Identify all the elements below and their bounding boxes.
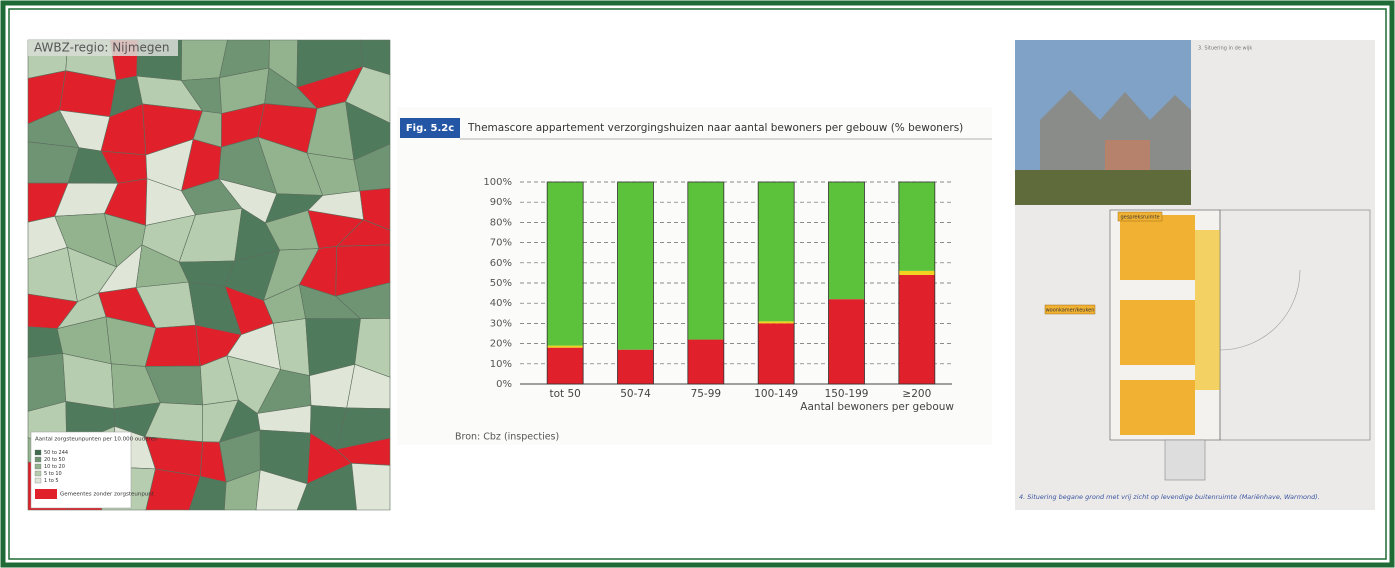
legend-swatch (35, 471, 41, 476)
legend-swatch (35, 457, 41, 462)
plan-rooms (1120, 215, 1195, 280)
bar-segment (899, 182, 935, 271)
x-tick-label: 75-99 (691, 388, 722, 400)
bar-segment (758, 182, 794, 321)
bar-segment (688, 182, 724, 340)
bar-segment (618, 350, 654, 384)
x-tick-label: 150-199 (825, 388, 869, 400)
collage: AWBZ-regio: Nijmegen Aantal zorgsteunpun… (0, 0, 1395, 568)
y-tick-label: 0% (496, 379, 512, 390)
y-tick-label: 30% (490, 318, 512, 329)
legend-label: 10 to 20 (44, 464, 65, 470)
legend-swatch (35, 464, 41, 469)
legend-title: Aantal zorgsteunpunten per 10.000 oudere… (35, 437, 158, 443)
legend-swatch (35, 478, 41, 483)
plan-rooms (1120, 380, 1195, 435)
page: AWBZ-regio: Nijmegen Aantal zorgsteunpun… (0, 0, 1395, 568)
plan-panel: 3. Situering in de wijk gespreksruimte w… (1015, 40, 1375, 510)
y-tick-label: 20% (490, 339, 512, 350)
y-tick-label: 100% (483, 177, 512, 188)
y-tick-label: 80% (490, 217, 512, 228)
photo-caption: 3. Situering in de wijk (1198, 46, 1252, 52)
legend-label: 20 to 50 (44, 457, 65, 463)
x-tick-label: 100-149 (754, 388, 798, 400)
x-axis-title: Aantal bewoners per gebouw (800, 401, 954, 413)
plan-rooms (1120, 300, 1195, 365)
source-note: Bron: Cbz (inspecties) (455, 432, 559, 443)
photo-garden (1015, 170, 1191, 205)
bar-segment (688, 340, 724, 384)
plan-caption: 4. Situering begane grond met vrij zicht… (1019, 493, 1320, 501)
y-tick-label: 10% (490, 359, 512, 370)
legend-swatch (35, 450, 41, 455)
fig-label: Fig. 5.2c (406, 123, 454, 134)
plan-pavilion (1165, 440, 1205, 480)
plan-label: woonkamer/keuken (1046, 308, 1095, 314)
y-tick-label: 70% (490, 238, 512, 249)
legend-label: 50 to 244 (44, 450, 68, 456)
y-tick-label: 40% (490, 298, 512, 309)
plan-label: gespreksruimte (1120, 215, 1159, 221)
map-title: AWBZ-regio: Nijmegen (34, 41, 170, 55)
map-region (352, 463, 390, 510)
x-tick-label: tot 50 (549, 388, 580, 400)
plan-corridor (1195, 230, 1220, 390)
bar-segment (899, 275, 935, 384)
bar-segment (547, 348, 583, 384)
map-region (28, 353, 66, 411)
bar-segment (547, 182, 583, 346)
x-tick-label: ≥200 (902, 388, 931, 400)
bar-segment (758, 323, 794, 384)
bar-segment (618, 182, 654, 350)
y-tick-label: 50% (490, 278, 512, 289)
legend-label: Gemeentes zonder zorgsteunpunt (60, 492, 155, 498)
chart-panel: Fig. 5.2c Themascore appartement verzorg… (397, 107, 992, 445)
legend-label: 1 to 5 (44, 478, 59, 484)
x-tick-label: 50-74 (620, 388, 651, 400)
map-panel: AWBZ-regio: Nijmegen Aantal zorgsteunpun… (28, 40, 390, 510)
bar-segment (829, 182, 865, 299)
y-tick-label: 60% (490, 258, 512, 269)
bar-segment (758, 321, 794, 323)
bar-segment (547, 346, 583, 348)
chart-title: Themascore appartement verzorgingshuizen… (467, 122, 963, 134)
bar-segment (829, 299, 865, 384)
y-tick-label: 90% (490, 197, 512, 208)
legend-label: 5 to 10 (44, 471, 62, 477)
map-region (28, 327, 63, 358)
legend-swatch (35, 489, 57, 499)
bar-segment (899, 271, 935, 275)
